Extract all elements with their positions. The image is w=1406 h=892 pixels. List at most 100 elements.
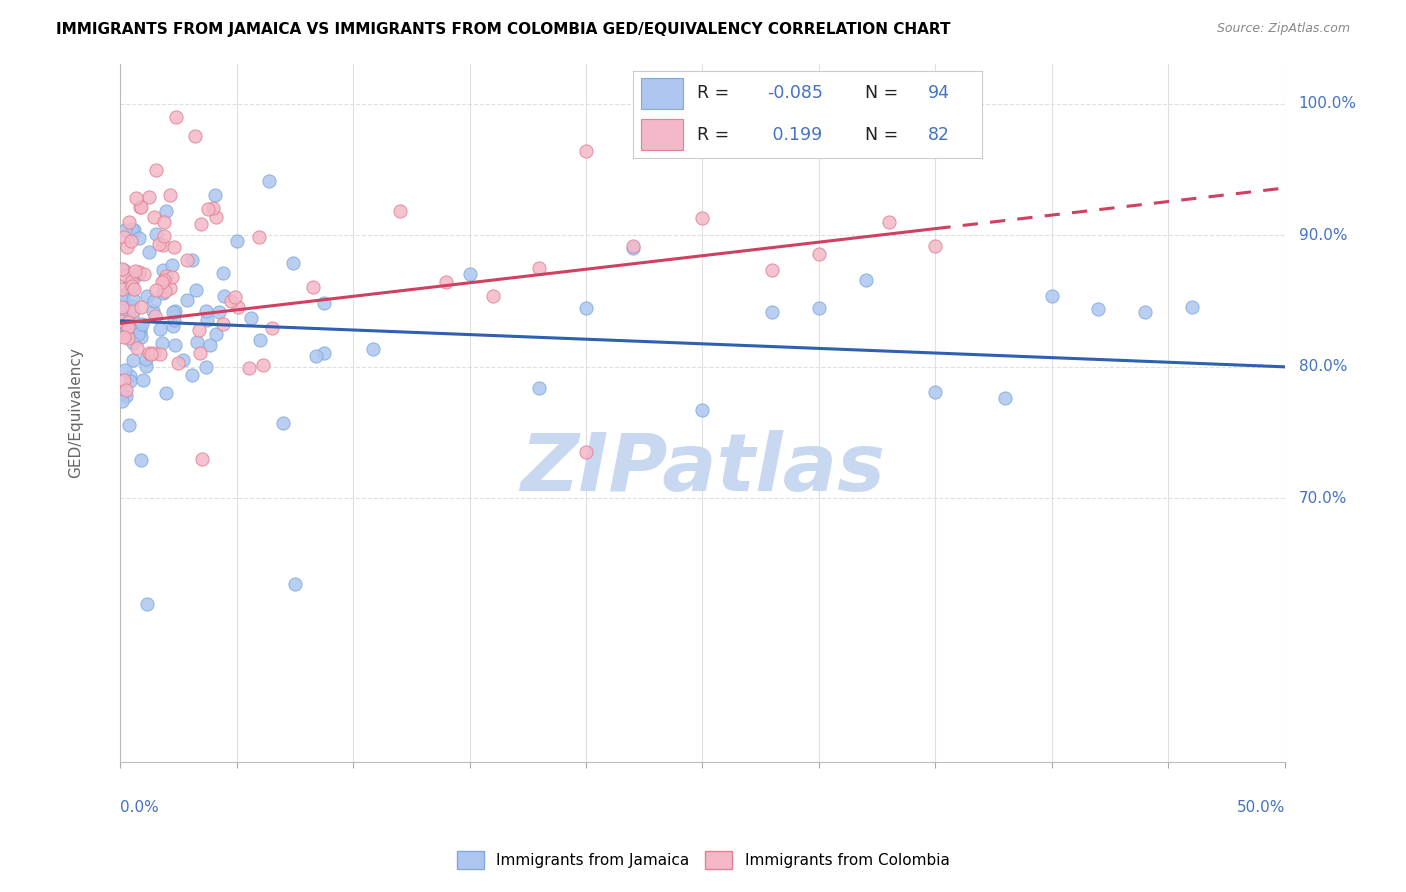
Point <box>207 305 229 319</box>
Point <box>195 313 218 327</box>
Point <box>117 315 139 329</box>
Point <box>145 227 167 241</box>
Point <box>155 268 177 283</box>
Point <box>159 187 181 202</box>
Point <box>176 293 198 307</box>
Point <box>111 290 134 304</box>
Point <box>155 204 177 219</box>
Point <box>249 333 271 347</box>
Point <box>125 191 148 205</box>
Point <box>145 162 167 177</box>
Point <box>138 245 160 260</box>
Point <box>202 202 225 216</box>
Point <box>111 393 134 408</box>
Point <box>252 358 274 372</box>
Point <box>807 301 830 316</box>
Point <box>159 281 181 295</box>
Point <box>128 200 150 214</box>
Point <box>314 346 336 360</box>
Point <box>145 309 167 323</box>
Point <box>132 373 155 387</box>
Point <box>138 190 160 204</box>
Point <box>129 320 152 334</box>
Point <box>1181 301 1204 315</box>
Text: 70.0%: 70.0% <box>1299 491 1347 506</box>
Point <box>1087 302 1109 317</box>
Point <box>135 359 157 373</box>
Point <box>240 311 263 326</box>
Point <box>260 321 283 335</box>
Point <box>153 215 176 229</box>
Point <box>994 391 1017 405</box>
Point <box>152 238 174 252</box>
Point <box>139 347 162 361</box>
Point <box>122 304 145 318</box>
Point <box>361 342 384 356</box>
Point <box>143 346 166 360</box>
Point <box>145 283 167 297</box>
Point <box>621 239 644 253</box>
Point <box>219 294 242 309</box>
Point <box>388 204 411 219</box>
Text: 50.0%: 50.0% <box>1236 800 1285 815</box>
Point <box>117 308 139 322</box>
Point <box>855 273 877 287</box>
Point <box>118 215 141 229</box>
Point <box>190 452 212 467</box>
Point <box>163 338 186 352</box>
Point <box>149 321 172 335</box>
Point <box>257 173 280 187</box>
Point <box>114 268 136 283</box>
Point <box>162 318 184 333</box>
Point <box>165 303 187 318</box>
Point <box>190 217 212 231</box>
Point <box>114 222 136 236</box>
Point <box>205 210 228 224</box>
Point <box>114 363 136 377</box>
Point <box>172 353 194 368</box>
Point <box>163 240 186 254</box>
Point <box>135 351 157 366</box>
Point <box>186 335 208 350</box>
Point <box>807 247 830 261</box>
Point <box>312 296 335 310</box>
Text: GED/Equivalency: GED/Equivalency <box>69 348 83 478</box>
Point <box>114 330 136 344</box>
Point <box>117 320 139 334</box>
Point <box>120 234 142 248</box>
Point <box>529 260 551 275</box>
Point <box>118 369 141 384</box>
Point <box>115 389 138 403</box>
Point <box>924 385 946 400</box>
Point <box>877 215 900 229</box>
Point <box>148 236 170 251</box>
Text: 90.0%: 90.0% <box>1299 227 1347 243</box>
Point <box>212 266 235 280</box>
Point <box>204 188 226 202</box>
Point <box>129 330 152 344</box>
Point <box>121 275 143 289</box>
Point <box>166 356 188 370</box>
Point <box>305 349 328 363</box>
Point <box>121 279 143 293</box>
Point <box>111 314 134 328</box>
Point <box>1040 289 1063 303</box>
Point <box>284 577 307 591</box>
Point <box>132 267 155 281</box>
Point <box>195 303 218 318</box>
Point <box>111 310 134 325</box>
Point <box>150 336 173 351</box>
Point <box>302 280 325 294</box>
Point <box>188 346 211 360</box>
Point <box>226 235 249 249</box>
Point <box>273 416 295 430</box>
Point <box>482 289 505 303</box>
Text: 100.0%: 100.0% <box>1299 96 1357 111</box>
Point <box>136 597 159 611</box>
Point <box>142 294 165 309</box>
Point <box>121 299 143 313</box>
Point <box>761 262 783 277</box>
Text: 0.0%: 0.0% <box>120 800 159 815</box>
Point <box>118 375 141 389</box>
Point <box>153 273 176 287</box>
